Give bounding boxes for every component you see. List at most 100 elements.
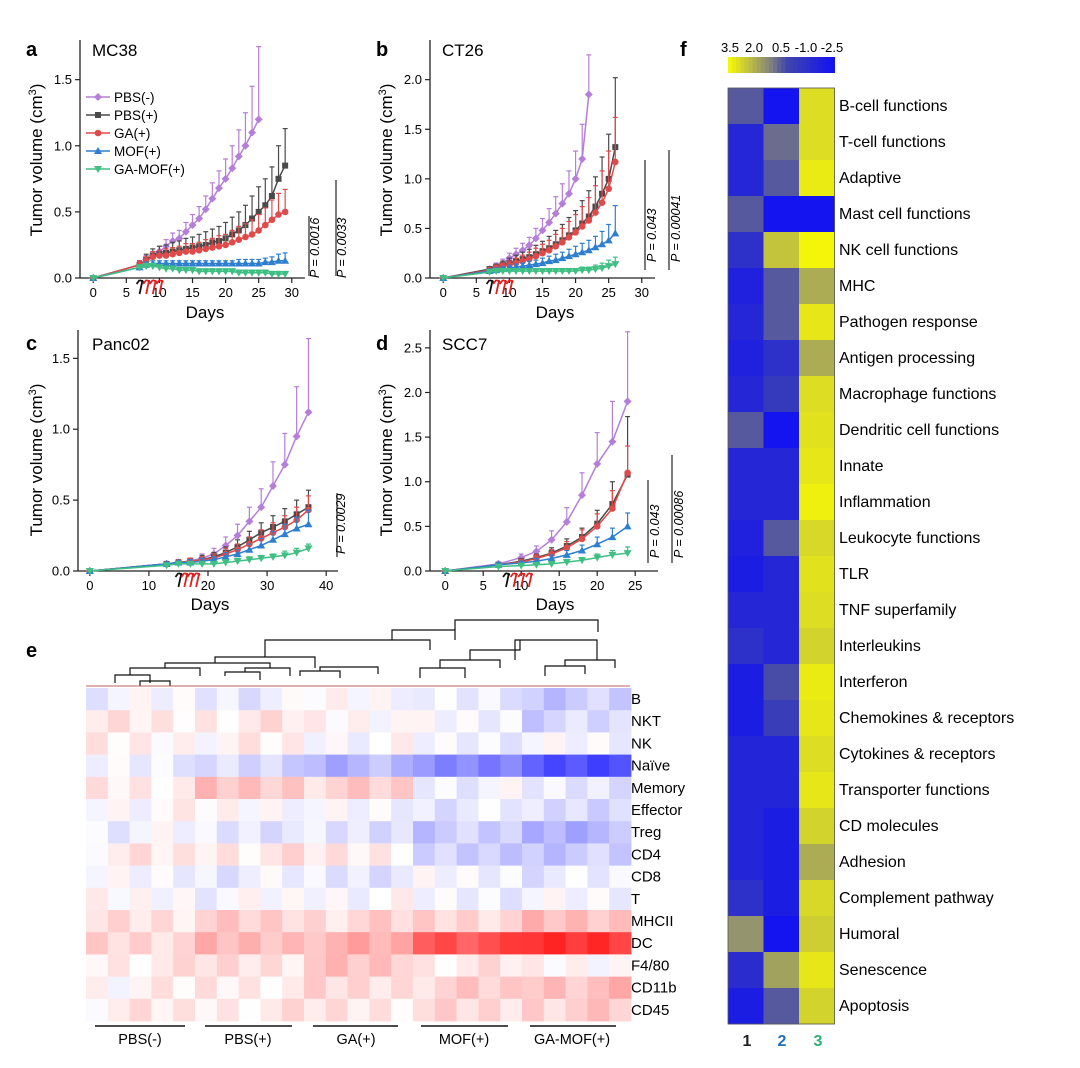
heatmap-e-cell — [478, 843, 501, 866]
heatmap-e-cell — [456, 754, 479, 778]
heatmap-e-cell — [173, 688, 196, 711]
panel-b-data-point — [552, 242, 560, 250]
heatmap-f-cell — [728, 376, 764, 413]
heatmap-f-row-label: Mast cell functions — [839, 206, 971, 223]
heatmap-e-cell — [565, 932, 588, 955]
panel-c-x-tick-label: 0 — [86, 578, 93, 593]
heatmap-e-cell — [543, 754, 566, 778]
panel-a-data-point — [142, 263, 151, 271]
panel-letter-c: c — [26, 333, 37, 355]
panel-b-data-point — [518, 262, 527, 270]
panel-a-treatment-arrow — [155, 279, 164, 295]
panel-b-data-point — [598, 265, 607, 273]
panel-b-data-point — [564, 189, 573, 198]
panel-a-x-tick-label: 5 — [123, 285, 130, 300]
heatmap-e-cell — [86, 843, 109, 866]
heatmap-e-cell — [587, 954, 610, 977]
panel-letter-d: d — [376, 333, 388, 355]
panel-b-data-point — [611, 158, 619, 166]
heatmap-e-cell — [173, 932, 196, 955]
heatmap-e-cell — [391, 865, 414, 889]
colorbar-segment — [789, 57, 794, 73]
panel-d-data-point — [578, 535, 586, 543]
heatmap-e-cell — [260, 998, 283, 1022]
heatmap-e-cell — [456, 910, 479, 933]
panel-a-data-point — [261, 258, 270, 266]
heatmap-e-cell — [609, 998, 632, 1022]
heatmap-e-cell — [304, 799, 327, 822]
heatmap-f-cell — [728, 592, 764, 629]
heatmap-f-cell — [728, 988, 764, 1025]
panel-a-data-point — [175, 259, 184, 267]
heatmap-e-cell — [107, 710, 130, 733]
heatmap-f-cell — [799, 268, 835, 305]
heatmap-f-row-label: Inflammation — [839, 494, 931, 511]
colorbar-segment — [744, 57, 749, 73]
heatmap-e-cell — [347, 910, 370, 933]
panel-b-data-point — [498, 268, 507, 276]
panel-letter-e: e — [26, 640, 37, 662]
heatmap-e-cell — [86, 799, 109, 822]
heatmap-f-row-label: Adhesion — [839, 854, 906, 871]
heatmap-f-cell — [763, 952, 800, 989]
heatmap-e-cell — [369, 932, 392, 955]
panel-c-data-point — [162, 562, 171, 570]
heatmap-e-cell — [238, 688, 261, 711]
panel-d-title: SCC7 — [442, 335, 487, 354]
heatmap-e-cell — [325, 776, 348, 800]
heatmap-e-cell — [522, 976, 545, 1000]
panel-a-data-point — [208, 259, 217, 267]
heatmap-f-cell — [728, 340, 764, 377]
legend-label-pbs-minus: PBS(-) — [114, 90, 155, 105]
panel-b-data-point — [571, 250, 580, 258]
heatmap-e-cell — [173, 799, 196, 822]
heatmap-e-cell — [238, 887, 261, 911]
panel-a-data-point — [135, 264, 144, 272]
panel-c-y-tick-label: 1.0 — [52, 422, 70, 437]
colorbar-tick-2: 2.0 — [745, 40, 763, 55]
panel-a-data-point — [195, 268, 204, 276]
heatmap-f-cell — [763, 844, 800, 881]
panel-a-data-point — [268, 216, 276, 224]
heatmap-e-cell — [282, 710, 305, 733]
panel-b-data-point — [558, 199, 567, 208]
heatmap-e-cell — [238, 821, 261, 844]
heatmap-e-cell — [129, 710, 152, 733]
heatmap-e-cell — [238, 799, 261, 822]
heatmap-e-cell — [282, 998, 305, 1022]
panel-a-ylabel: Tumor volume (cm3) — [27, 84, 46, 237]
heatmap-f-cell — [728, 736, 764, 773]
dendrogram-branch — [544, 665, 586, 676]
heatmap-e-cell — [434, 710, 457, 733]
heatmap-e-cell — [565, 821, 588, 844]
heatmap-e-cell — [413, 976, 436, 1000]
heatmap-e-cell — [216, 799, 239, 822]
panel-c-xlabel: Days — [191, 595, 230, 614]
heatmap-e-cell — [369, 954, 392, 977]
heatmap-e-cell — [543, 954, 566, 977]
colorbar-segment — [728, 57, 733, 73]
heatmap-e-cell — [434, 799, 457, 822]
heatmap-e-cell — [456, 821, 479, 844]
colorbar-tick-1: 3.5 — [721, 40, 739, 55]
heatmap-e-cell — [434, 843, 457, 866]
heatmap-e-cell — [325, 754, 348, 778]
heatmap-e-cell — [282, 954, 305, 977]
heatmap-e-row-label: F4/80 — [631, 957, 669, 974]
heatmap-e-cell — [543, 998, 566, 1022]
heatmap-f-border — [727, 87, 835, 1025]
panel-a-data-point — [155, 264, 164, 272]
panel-a-data-point — [201, 259, 210, 267]
panel-d-data-point — [532, 561, 541, 569]
panel-a-data-point — [181, 259, 190, 267]
heatmap-f-cell — [799, 664, 835, 701]
heatmap-e-cell — [500, 821, 523, 844]
heatmap-e-cell — [456, 998, 479, 1022]
heatmap-f-cell — [763, 376, 800, 413]
heatmap-e-cell — [347, 865, 370, 889]
heatmap-e-cell — [587, 799, 610, 822]
heatmap-e-cell — [195, 932, 218, 955]
heatmap-e-cell — [522, 710, 545, 733]
panel-d-y-tick-label: 1.0 — [404, 474, 422, 489]
